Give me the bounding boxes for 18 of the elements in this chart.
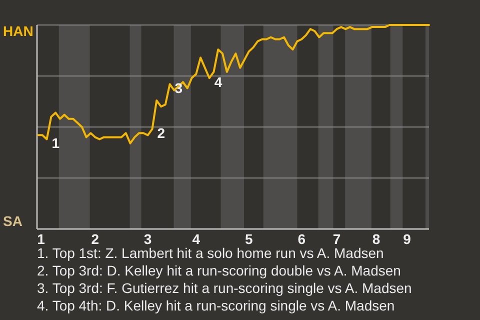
text: 2. Top 3rd: D. Kelley hit a run-scoring double vs A. Madsen xyxy=(37,262,401,278)
annotation: 2 xyxy=(157,125,166,142)
annotation: 1 xyxy=(52,135,60,152)
x-tick-label: 5 xyxy=(244,231,253,247)
x-tick-label: 2 xyxy=(91,231,100,247)
text: HAN xyxy=(3,23,34,39)
x-tick-label: 4 xyxy=(192,231,200,247)
text: SA xyxy=(3,213,22,229)
x-tick-label: 7 xyxy=(332,231,341,247)
text: 1. Top 1st: Z. Lambert hit a solo home run vs A. Madsen xyxy=(37,245,384,261)
x-tick-label: 1 xyxy=(37,231,46,247)
text: 3. Top 3rd: F. Gutierrez hit a run-scoring single vs A. Madsen xyxy=(37,280,412,296)
x-tick-label: 6 xyxy=(298,231,306,247)
x-tick-label: 9 xyxy=(403,231,412,247)
x-tick-label: 8 xyxy=(372,231,380,247)
text: 4. Top 4th: D. Kelley hit a run-scoring single vs A. Madsen xyxy=(37,298,395,314)
x-tick-label: 3 xyxy=(144,231,152,247)
annotation: 4 xyxy=(214,74,222,90)
